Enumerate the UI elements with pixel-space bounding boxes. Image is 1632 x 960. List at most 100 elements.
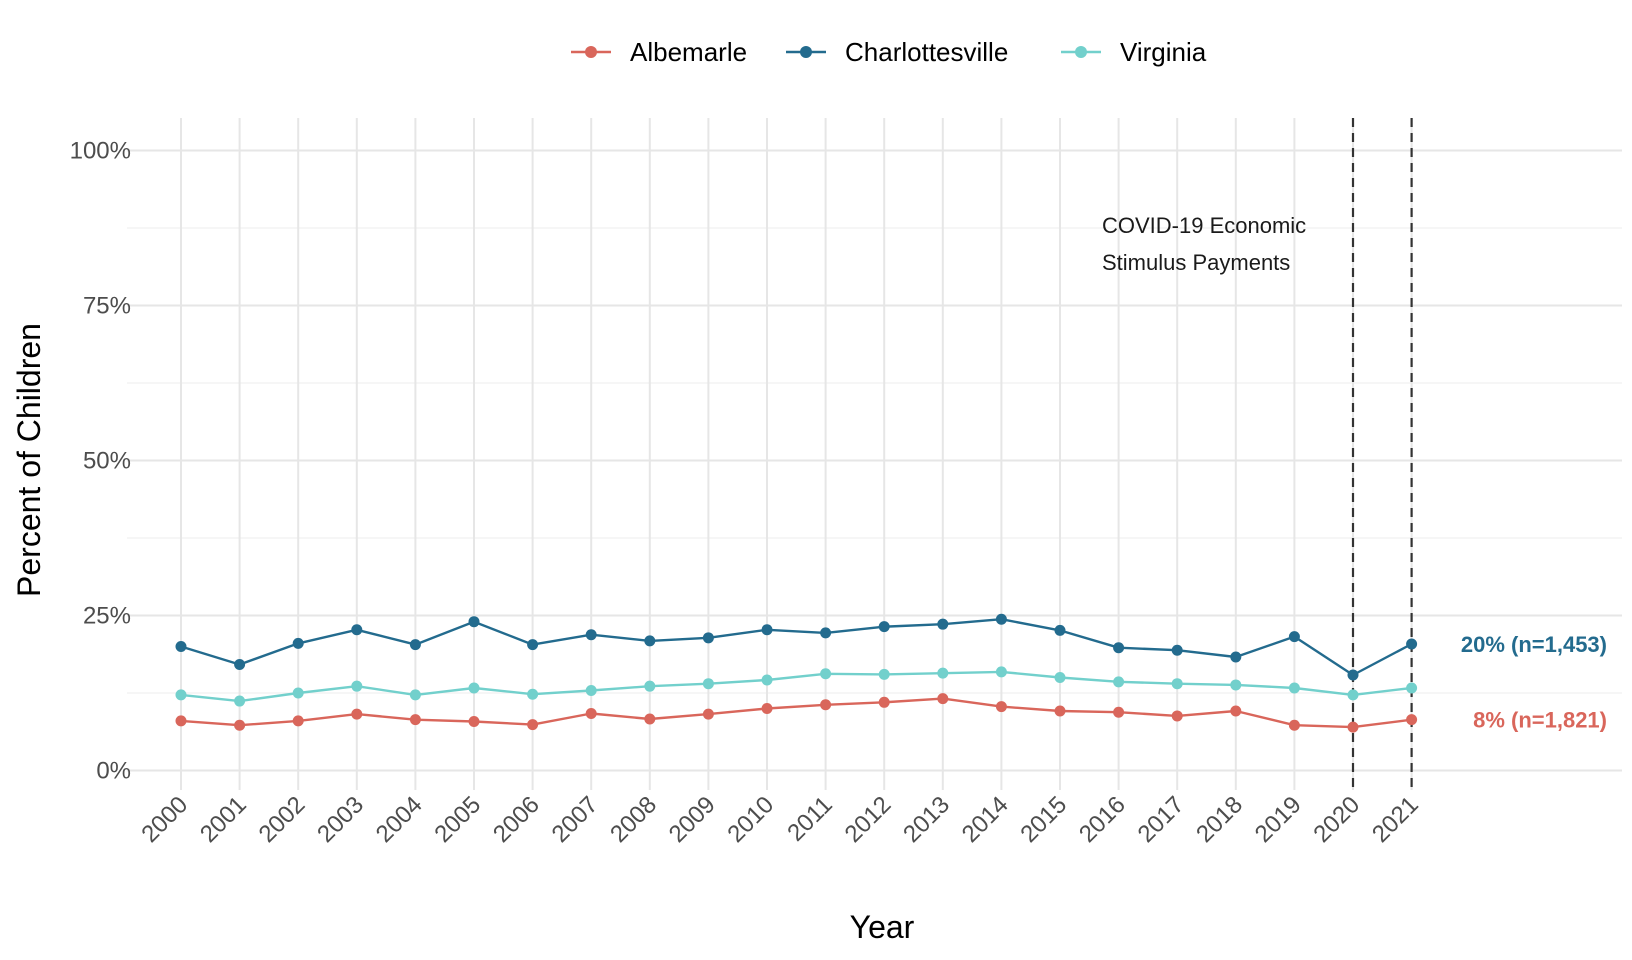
x-tick-label: 2015 [1015,791,1072,848]
point-albemarle-2019 [1288,719,1300,731]
point-charlottesville-2004 [409,639,421,651]
point-albemarle-2000 [175,715,187,727]
point-virginia-2008 [644,680,656,692]
legend-key-point [585,46,597,58]
series-virginia [175,666,1418,707]
legend-label: Virginia [1120,37,1207,67]
x-tick-label: 2014 [957,791,1014,848]
x-tick-label: 2012 [840,791,897,848]
point-albemarle-2015 [1054,705,1066,717]
x-tick-label: 2011 [782,791,838,847]
point-albemarle-2003 [351,708,363,720]
point-charlottesville-2009 [702,632,714,644]
point-albemarle-2004 [409,714,421,726]
point-albemarle-2021 [1406,714,1418,726]
annotation-line-2: Stimulus Payments [1102,250,1290,275]
point-virginia-2014 [995,666,1007,678]
x-tick-label: 2020 [1308,791,1365,848]
point-albemarle-2016 [1113,706,1125,718]
x-tick-label: 2013 [898,791,955,848]
annotation-line-1: COVID-19 Economic [1102,213,1306,238]
point-charlottesville-2018 [1230,651,1242,663]
y-tick-label: 25% [83,603,131,630]
x-tick-label: 2018 [1191,791,1248,848]
x-tick-label: 2004 [371,791,428,848]
y-axis-ticks: 0% 25% 50% 75% 100% [70,138,131,785]
legend-key-point [1075,46,1087,58]
x-tick-label: 2006 [488,791,545,848]
y-tick-label: 75% [83,293,131,320]
point-virginia-2012 [878,668,890,680]
x-tick-label: 2007 [547,791,604,848]
point-albemarle-2005 [468,716,480,728]
legend-label: Charlottesville [845,37,1008,67]
legend-item-albemarle: Albemarle [571,37,747,67]
line-charlottesville [180,618,1413,677]
point-virginia-2016 [1113,676,1125,688]
point-charlottesville-2020 [1347,669,1359,681]
point-charlottesville-2002 [292,637,304,649]
point-charlottesville-2011 [820,627,832,639]
x-tick-label: 2005 [429,791,486,848]
x-tick-label: 2010 [722,791,779,848]
point-virginia-2021 [1406,682,1418,694]
point-virginia-2007 [585,685,597,697]
point-charlottesville-2017 [1171,644,1183,656]
point-charlottesville-2003 [351,624,363,636]
point-charlottesville-2005 [468,616,480,628]
point-albemarle-2010 [761,703,773,714]
point-albemarle-2012 [878,696,890,708]
point-virginia-2010 [761,674,773,686]
point-albemarle-2007 [585,707,597,719]
x-tick-label: 2002 [254,791,311,848]
point-virginia-2011 [820,668,832,680]
point-albemarle-2014 [995,701,1007,713]
covid-annotation: COVID-19 Economic Stimulus Payments [1102,213,1306,275]
point-charlottesville-2016 [1113,642,1125,654]
x-axis-ticks: 2000 2001 2002 2003 2004 2005 2006 2007 2008 2009… [136,791,1423,848]
series-lines [175,613,1418,733]
point-virginia-2019 [1288,682,1300,694]
point-charlottesville-2013 [937,618,949,630]
point-charlottesville-2007 [585,629,597,641]
point-albemarle-2011 [820,699,832,711]
point-virginia-2018 [1230,679,1242,691]
x-tick-label: 2000 [136,791,193,848]
point-virginia-2009 [702,678,714,690]
x-axis-title: Year [850,909,915,945]
point-virginia-2006 [527,688,539,700]
y-axis-title: Percent of Children [11,323,47,597]
point-virginia-2000 [175,689,187,701]
line-virginia [180,670,1412,703]
legend-item-virginia: Virginia [1061,37,1207,67]
point-virginia-2005 [468,682,480,694]
x-tick-label: 2009 [664,791,721,848]
point-virginia-2013 [937,667,949,679]
point-charlottesville-2019 [1288,631,1300,643]
y-tick-label: 50% [83,448,131,475]
point-virginia-2017 [1171,678,1183,690]
point-virginia-2015 [1054,672,1066,683]
point-charlottesville-2015 [1054,624,1066,636]
point-charlottesville-2006 [527,639,539,651]
legend-key-point [800,46,812,58]
x-tick-label: 2016 [1074,791,1131,848]
point-charlottesville-2001 [234,658,246,670]
end-label-charlottesville: 20% (n=1,453) [1461,632,1607,657]
legend-label: Albemarle [630,37,747,67]
series-albemarle [175,693,1418,733]
point-albemarle-2006 [527,719,539,731]
x-tick-label: 2021 [1367,791,1424,848]
point-albemarle-2009 [702,708,714,720]
x-tick-label: 2017 [1133,791,1190,848]
x-tick-label: 2019 [1250,791,1307,848]
point-virginia-2020 [1347,689,1359,701]
line-albemarle [180,697,1412,729]
point-charlottesville-2010 [761,624,773,636]
point-albemarle-2001 [234,719,246,731]
y-tick-label: 0% [96,758,131,785]
x-tick-label: 2003 [312,791,369,848]
point-charlottesville-2021 [1406,638,1418,650]
end-label-albemarle: 8% (n=1,821) [1473,708,1607,733]
